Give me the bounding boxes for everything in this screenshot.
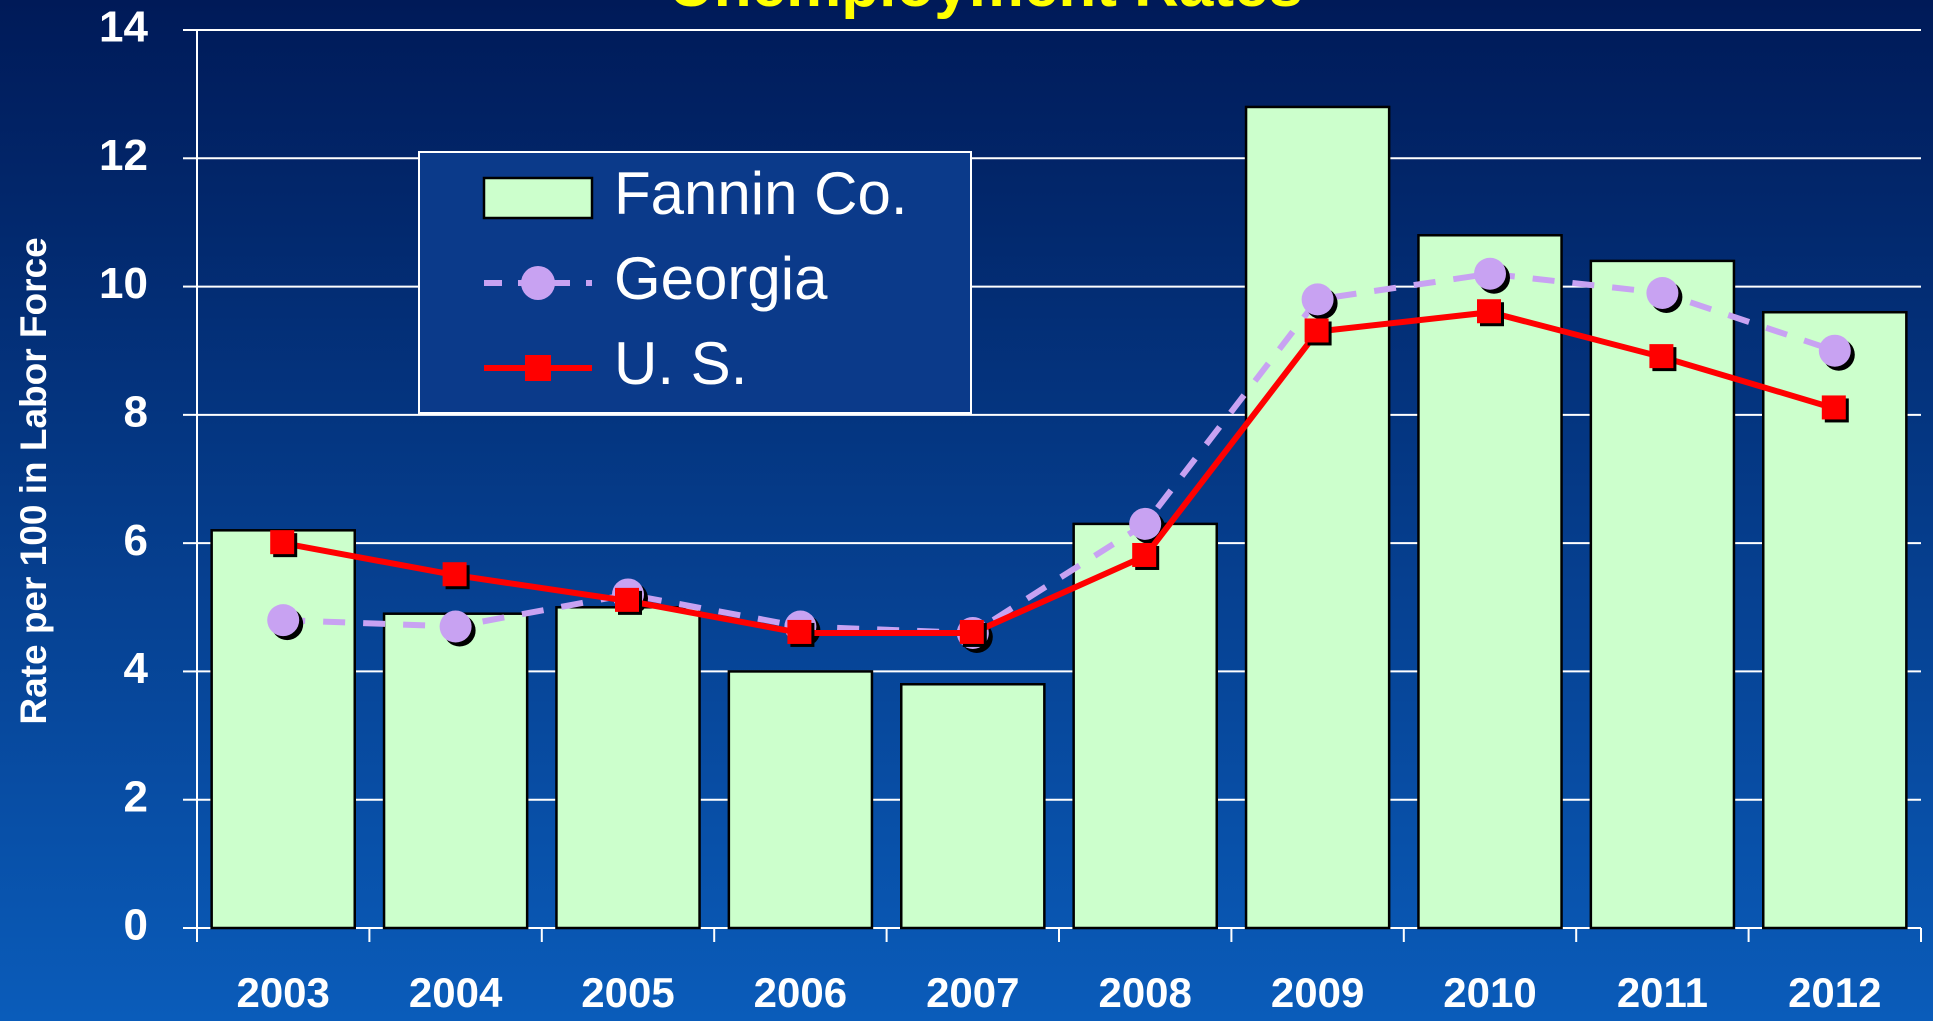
marker	[442, 562, 467, 587]
y-tick-label: 4	[124, 644, 149, 693]
bar	[727, 670, 874, 930]
x-tick-label: 2006	[754, 969, 847, 1016]
bar	[555, 606, 701, 930]
bar	[900, 683, 1046, 930]
x-tick-label: 2010	[1443, 969, 1536, 1016]
y-tick-label: 10	[99, 259, 148, 308]
marker	[270, 530, 295, 555]
x-tick-label: 2012	[1788, 969, 1881, 1016]
marker	[615, 587, 639, 612]
marker	[1129, 507, 1162, 540]
y-tick-label: 2	[124, 772, 148, 821]
legend-label: U. S.	[614, 330, 747, 397]
marker	[1304, 318, 1329, 343]
marker	[787, 619, 812, 644]
y-tick-label: 8	[124, 387, 148, 436]
series-line	[282, 309, 1836, 636]
x-tick-label: 2004	[409, 969, 503, 1016]
marker	[1818, 334, 1851, 367]
x-tick-label: 2003	[236, 969, 329, 1016]
marker	[1646, 276, 1679, 309]
marker	[1649, 344, 1674, 369]
legend-marker	[521, 266, 555, 300]
legend-swatch	[482, 176, 594, 220]
marker	[267, 604, 300, 637]
marker	[959, 619, 984, 644]
marker	[1821, 395, 1846, 420]
marker	[1301, 283, 1334, 316]
chart-title: Unemployment Rates	[669, 0, 1303, 20]
x-tick-label: 2011	[1617, 969, 1708, 1016]
bar	[382, 612, 529, 930]
y-axis-label: Rate per 100 in Labor Force	[13, 237, 54, 724]
bar	[210, 529, 356, 930]
marker	[1474, 257, 1506, 290]
legend-label: Georgia	[614, 245, 828, 312]
legend-marker	[525, 355, 551, 381]
bar	[1072, 522, 1218, 930]
y-tick-label: 0	[124, 901, 148, 950]
marker	[1132, 542, 1157, 567]
series-line	[283, 270, 1836, 636]
x-tick-label: 2005	[581, 969, 674, 1016]
bar	[1244, 105, 1391, 930]
marker	[439, 610, 472, 643]
y-tick-label: 14	[99, 3, 148, 52]
x-tick-label: 2008	[1098, 969, 1191, 1016]
y-tick-label: 12	[99, 131, 148, 180]
bar	[1417, 234, 1563, 930]
x-tick-label: 2007	[926, 969, 1019, 1016]
legend-label: Fannin Co.	[614, 160, 908, 227]
x-tick-label: 2009	[1271, 969, 1364, 1016]
marker	[1477, 299, 1501, 324]
y-tick-label: 6	[124, 516, 148, 565]
